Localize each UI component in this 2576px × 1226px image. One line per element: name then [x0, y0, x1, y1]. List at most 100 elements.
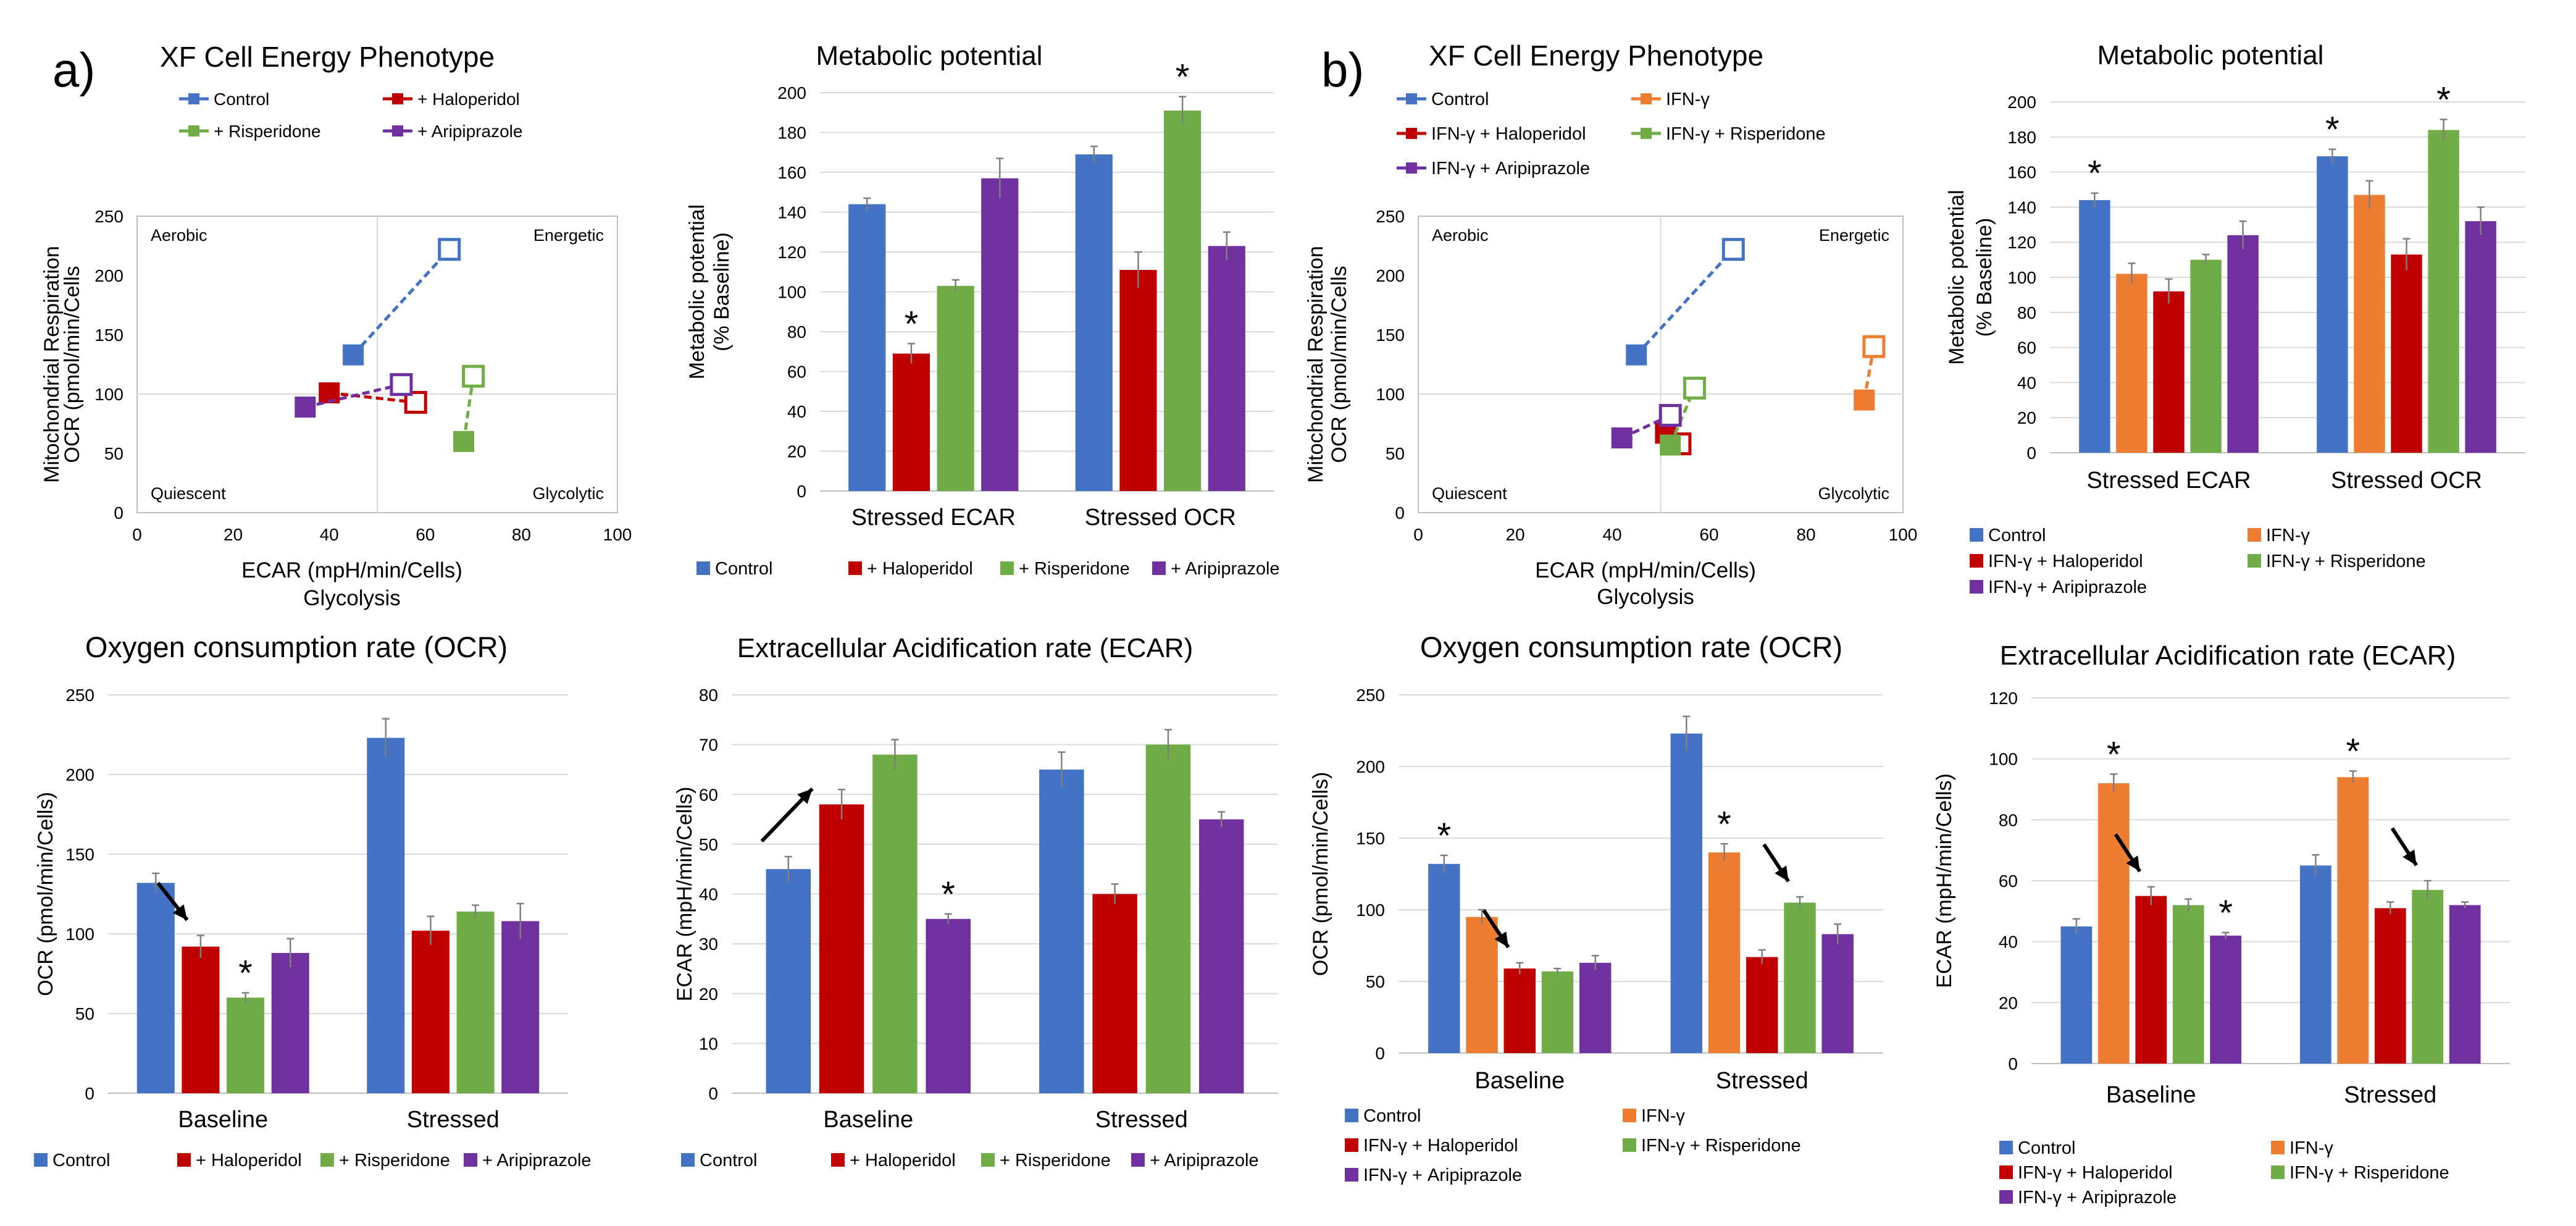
series-link — [1621, 414, 1671, 440]
bar — [981, 178, 1019, 491]
legend-label: IFN-γ + Haloperidol — [1431, 124, 1586, 144]
legend-swatch — [177, 1153, 191, 1167]
chart-title: Metabolic potential — [816, 41, 1043, 71]
legend-label: + Aripiprazole — [417, 122, 522, 141]
category-label: Stressed — [2344, 1082, 2436, 1108]
category-label: Baseline — [823, 1107, 913, 1133]
y-tick-label: 80 — [2017, 303, 2036, 322]
legend-label: Control — [715, 559, 773, 579]
y-tick-label: 250 — [94, 207, 123, 226]
legend-label: + Risperidone — [1019, 559, 1130, 579]
legend-label: IFN-γ + Aripiprazole — [1988, 577, 2147, 597]
x-tick-label: 0 — [132, 525, 142, 544]
x-tick-label: 20 — [1505, 525, 1524, 544]
legend-label: Control — [52, 1151, 111, 1170]
bar — [848, 204, 886, 491]
chart-title: Extracellular Acidification rate (ECAR) — [737, 633, 1193, 663]
y-tick-label: 50 — [75, 1004, 94, 1023]
legend-label: + Risperidone — [1000, 1151, 1111, 1170]
bar — [2210, 935, 2242, 1064]
baseline-point — [295, 397, 316, 418]
bar — [1708, 852, 1741, 1053]
significance-star: * — [2088, 154, 2102, 194]
y-tick-label: 20 — [699, 985, 718, 1004]
legend-swatch — [2248, 554, 2261, 568]
chart-a_ocr: Oxygen consumption rate (OCR) 0 50 100 150 20… — [34, 631, 592, 1170]
bar — [2449, 905, 2481, 1064]
y-tick-label: 150 — [94, 325, 123, 345]
legend-swatch — [1345, 1109, 1358, 1122]
y-tick-label: 120 — [2007, 233, 2036, 252]
bar — [1208, 246, 1245, 491]
y-tick-label: 80 — [787, 322, 806, 342]
category-label: Stressed OCR — [2331, 468, 2482, 493]
legend-marker — [1641, 128, 1652, 139]
baseline-point — [343, 344, 364, 366]
y-tick-label: 60 — [1999, 871, 2018, 891]
y-axis-label: Mitochondrial Respiration — [40, 246, 64, 483]
legend-marker — [392, 93, 403, 104]
legend-swatch — [1000, 561, 1014, 575]
bar — [2412, 889, 2444, 1064]
bar — [1039, 769, 1084, 1093]
stressed-point — [1721, 238, 1745, 261]
legend-swatch — [848, 561, 862, 575]
bar — [1075, 154, 1113, 492]
series-link — [1862, 346, 1876, 401]
y-tick-label: 20 — [1999, 993, 2018, 1012]
legend-label: IFN-γ — [1666, 90, 1710, 109]
y-tick-label: 250 — [1356, 686, 1385, 705]
y-axis-label: OCR (pmol/min/Cells) — [34, 792, 57, 996]
y-axis-label: Metabolic potential — [685, 204, 709, 380]
chart-title: XF Cell Energy Phenotype — [160, 41, 495, 73]
bar — [182, 946, 220, 1093]
y-axis-label: OCR (pmol/min/Cells) — [1309, 772, 1332, 976]
significance-star: * — [1176, 57, 1190, 97]
y-tick-label: 200 — [65, 765, 94, 784]
x-axis-label: ECAR (mpH/min/Cells) — [1535, 558, 1756, 582]
legend-swatch — [1152, 561, 1166, 575]
baseline-point — [319, 382, 340, 404]
legend-marker — [1406, 162, 1417, 174]
x-tick-label: 80 — [1796, 525, 1815, 544]
y-tick-label: 50 — [1366, 972, 1385, 991]
legend-swatch — [1970, 528, 1983, 542]
legend-swatch — [1623, 1109, 1636, 1122]
bar — [1746, 957, 1778, 1053]
legend-label: + Aripiprazole — [1150, 1151, 1259, 1170]
legend-marker — [188, 125, 199, 136]
legend-swatch — [1999, 1190, 2013, 1204]
x-axis-label-2: Glycolysis — [1597, 585, 1694, 609]
legend-label: Control — [700, 1151, 758, 1170]
category-label: Stressed ECAR — [2086, 468, 2251, 493]
legend-swatch — [1970, 580, 1983, 594]
y-axis-label-2: (% Baseline) — [710, 232, 734, 351]
trend-arrow-head — [797, 789, 813, 804]
stressed-point — [462, 364, 485, 388]
y-tick-label: 100 — [777, 283, 806, 302]
legend-label: + Haloperidol — [417, 90, 520, 109]
trend-arrow-head — [1775, 865, 1789, 882]
legend-label: IFN-γ + Aripiprazole — [1363, 1165, 1522, 1185]
legend-label: IFN-γ — [1641, 1106, 1685, 1126]
bar — [1163, 111, 1202, 491]
bar — [1466, 917, 1498, 1053]
y-tick-label: 80 — [1999, 810, 2018, 829]
legend-marker — [1406, 93, 1417, 104]
legend-label: IFN-γ + Haloperidol — [2018, 1163, 2173, 1183]
y-tick-label: 20 — [787, 442, 806, 461]
baseline-point — [1626, 344, 1647, 366]
y-tick-label: 60 — [699, 785, 718, 804]
y-tick-label: 120 — [777, 243, 806, 262]
y-tick-label: 160 — [777, 163, 806, 182]
bar — [1119, 270, 1157, 491]
y-tick-label: 250 — [65, 686, 94, 705]
y-tick-label: 80 — [699, 686, 718, 705]
legend-label: IFN-γ + Haloperidol — [1988, 552, 2143, 571]
x-tick-label: 0 — [1413, 525, 1423, 544]
bar — [1092, 894, 1137, 1093]
x-axis-label-2: Glycolysis — [303, 586, 401, 610]
legend-marker — [392, 125, 403, 136]
legend-label: IFN-γ + Risperidone — [1641, 1136, 1801, 1156]
significance-star: * — [1717, 804, 1731, 844]
